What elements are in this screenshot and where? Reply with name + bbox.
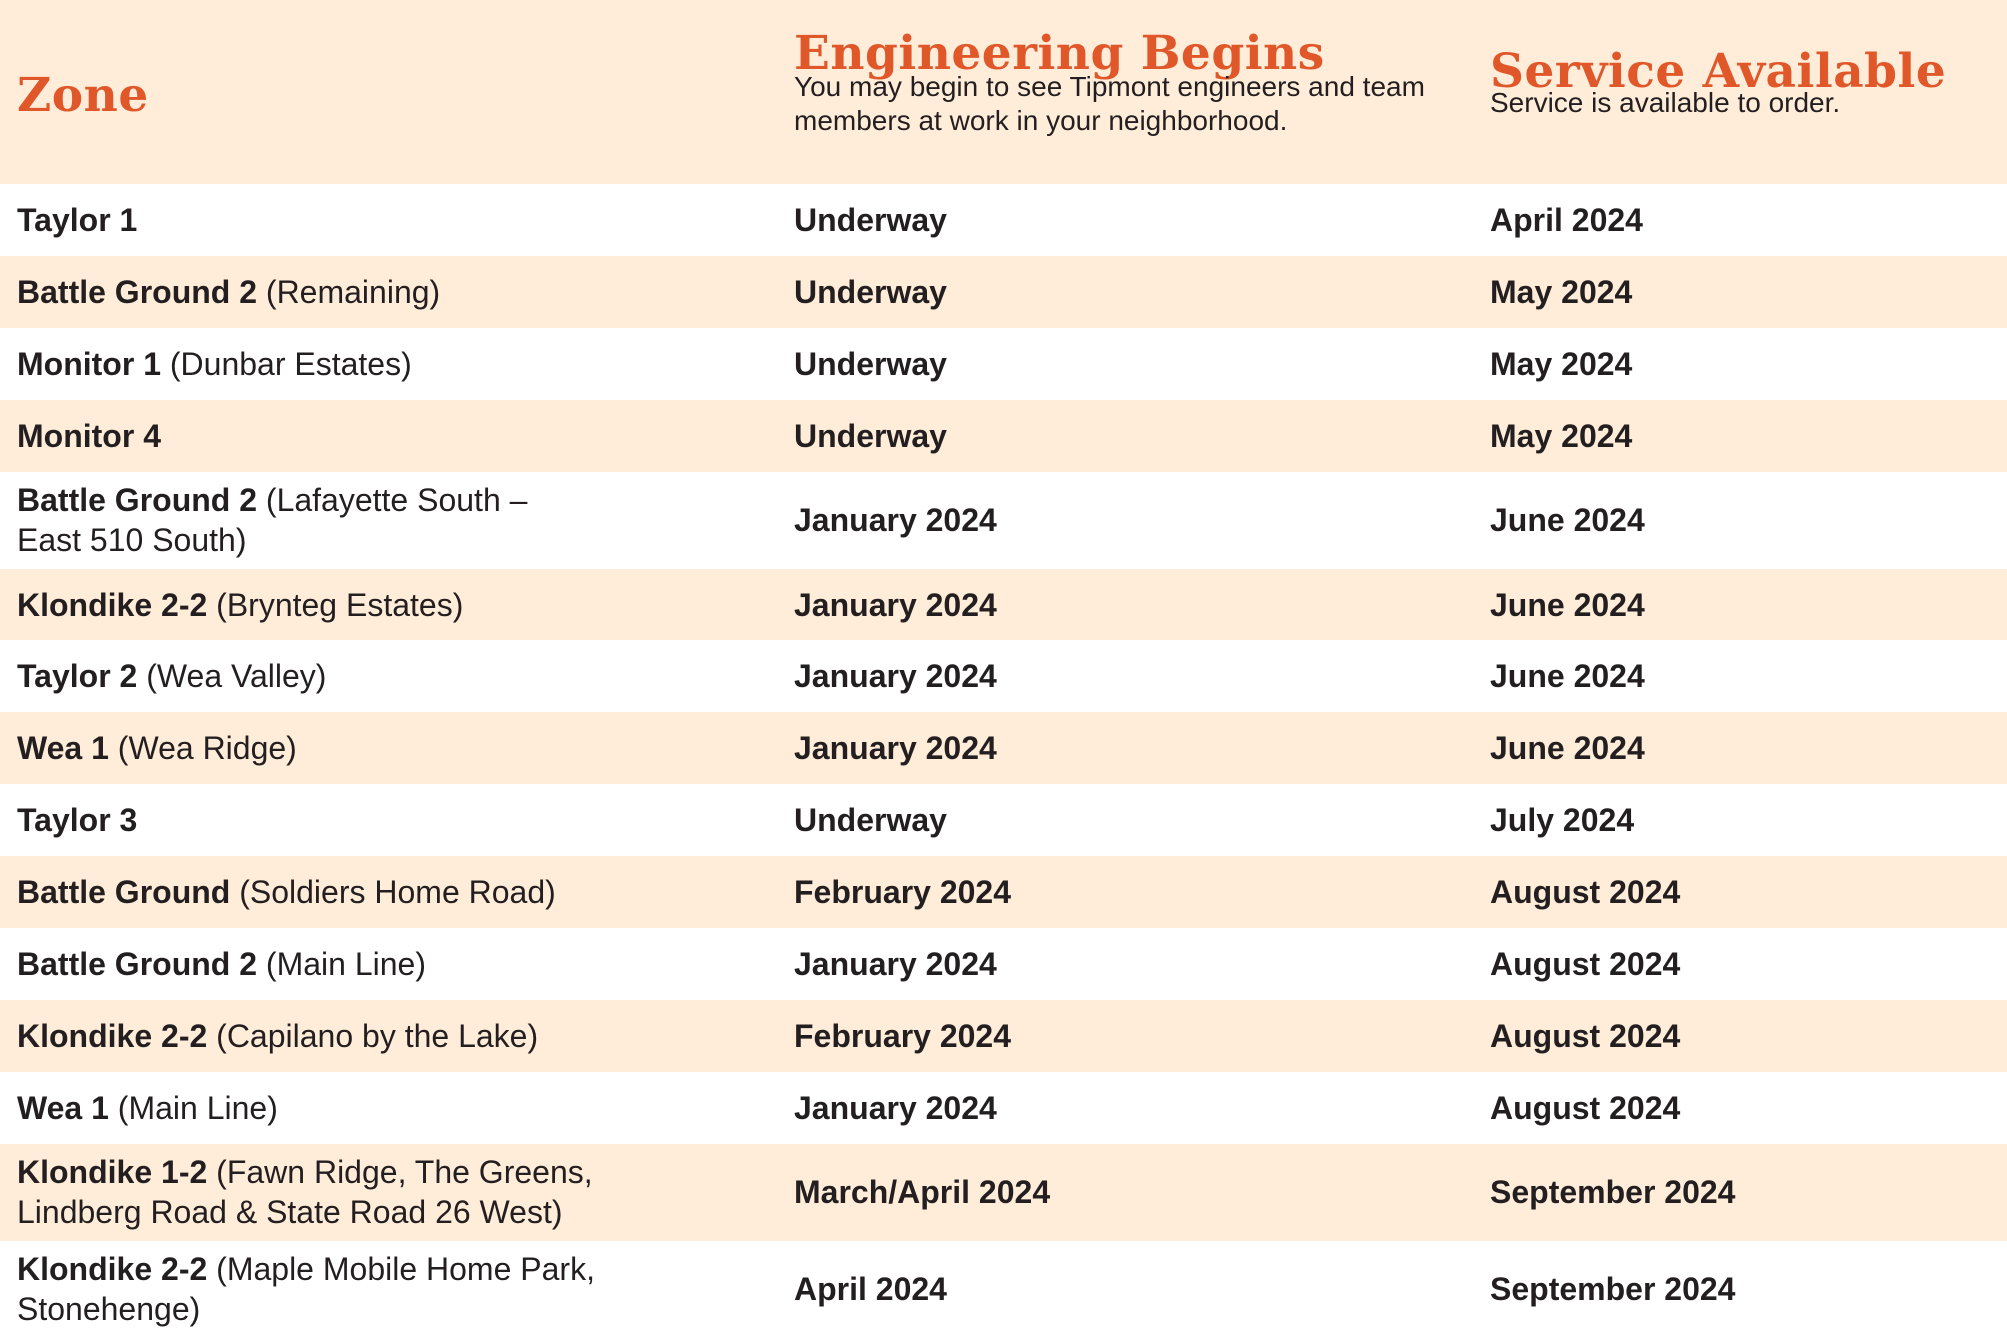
engineering-cell: January 2024	[794, 1089, 997, 1126]
zone-cell: Battle Ground 2 (Main Line)	[17, 928, 657, 1000]
zone-cell: Battle Ground (Soldiers Home Road)	[17, 856, 657, 928]
zone-cell: Taylor 3	[17, 784, 657, 856]
zone-detail: (Brynteg Estates)	[216, 586, 464, 623]
zone-name: Taylor 1	[17, 201, 138, 238]
service-cell: May 2024	[1490, 273, 1633, 310]
zone-cell: Klondike 2-2 (Maple Mobile Home Park, St…	[17, 1241, 657, 1338]
service-cell: September 2024	[1490, 1271, 1736, 1308]
table-row: Battle Ground 2 (Remaining) Underway May…	[0, 255, 2007, 328]
zone-name: Wea 1	[17, 1089, 109, 1126]
service-header-title: Service Available	[1490, 44, 1947, 99]
engineering-cell: March/April 2024	[794, 1174, 1051, 1211]
engineering-header-subtitle: You may begin to see Tipmont engineers a…	[794, 71, 1425, 136]
zone-cell: Monitor 4	[17, 400, 657, 472]
engineering-cell: January 2024	[794, 945, 997, 982]
table-row: Battle Ground 2 (Main Line) January 2024…	[0, 928, 2007, 1000]
zone-name: Battle Ground 2	[17, 482, 258, 519]
table-row: Taylor 3 Underway July 2024	[0, 784, 2007, 856]
engineering-cell: Underway	[794, 273, 947, 310]
zone-cell: Taylor 2 (Wea Valley)	[17, 640, 657, 712]
zone-cell: Klondike 2-2 (Capilano by the Lake)	[17, 1000, 657, 1072]
table-row: Taylor 1 Underway April 2024	[0, 184, 2007, 256]
table-row: Battle Ground (Soldiers Home Road) Febru…	[0, 856, 2007, 929]
service-cell: July 2024	[1490, 802, 1635, 839]
table-row: Wea 1 (Main Line) January 2024 August 20…	[0, 1072, 2007, 1144]
engineering-column-header: Engineering Begins You may begin to see …	[794, 0, 1454, 184]
engineering-header-title: Engineering Begins	[794, 26, 1325, 81]
service-cell: June 2024	[1490, 586, 1645, 623]
engineering-cell: Underway	[794, 345, 947, 382]
zone-name: Monitor 4	[17, 417, 161, 454]
zone-name: Klondike 2-2	[17, 1017, 208, 1054]
service-cell: June 2024	[1490, 730, 1645, 767]
table-row: Taylor 2 (Wea Valley) January 2024 June …	[0, 640, 2007, 712]
table-header: Zone Engineering Begins You may begin to…	[0, 0, 2007, 184]
service-cell: June 2024	[1490, 502, 1645, 539]
table-row: Battle Ground 2 (Lafayette South – East …	[0, 472, 2007, 569]
zone-name: Battle Ground 2	[17, 273, 258, 310]
zone-cell: Taylor 1	[17, 184, 657, 256]
table-row: Klondike 2-2 (Capilano by the Lake) Febr…	[0, 999, 2007, 1072]
zone-name: Klondike 2-2	[17, 1251, 208, 1288]
service-cell: May 2024	[1490, 417, 1633, 454]
engineering-cell: February 2024	[794, 1017, 1012, 1054]
zone-name: Wea 1	[17, 730, 109, 767]
zone-detail: (Fawn Ridge, The Greens, Lindberg Road &…	[17, 1154, 593, 1231]
zone-cell: Wea 1 (Wea Ridge)	[17, 712, 657, 784]
table-row: Klondike 2-2 (Brynteg Estates) January 2…	[0, 568, 2007, 641]
zone-name: Battle Ground	[17, 874, 231, 911]
service-cell: August 2024	[1490, 1089, 1681, 1126]
zone-cell: Klondike 2-2 (Brynteg Estates)	[17, 569, 657, 641]
table-row: Monitor 1 (Dunbar Estates) Underway May …	[0, 328, 2007, 400]
zone-cell: Battle Ground 2 (Lafayette South – East …	[17, 472, 577, 569]
zone-cell: Wea 1 (Main Line)	[17, 1072, 657, 1144]
engineering-cell: Underway	[794, 802, 947, 839]
zone-detail: (Main Line)	[265, 945, 426, 982]
engineering-cell: January 2024	[794, 502, 997, 539]
engineering-cell: April 2024	[794, 1271, 947, 1308]
engineering-cell: January 2024	[794, 586, 997, 623]
zone-header-title: Zone	[17, 68, 149, 123]
engineering-cell: Underway	[794, 201, 947, 238]
zone-detail: (Capilano by the Lake)	[216, 1017, 539, 1054]
zone-detail: (Remaining)	[265, 273, 441, 310]
engineering-cell: January 2024	[794, 658, 997, 695]
zone-detail: (Maple Mobile Home Park, Stonehenge)	[17, 1251, 595, 1328]
zone-detail: (Wea Ridge)	[117, 730, 297, 767]
service-cell: September 2024	[1490, 1174, 1736, 1211]
zone-detail: (Dunbar Estates)	[169, 345, 412, 382]
zone-detail: (Main Line)	[117, 1089, 278, 1126]
zone-cell: Klondike 1-2 (Fawn Ridge, The Greens, Li…	[17, 1144, 657, 1241]
zone-detail: (Wea Valley)	[146, 658, 327, 695]
service-header-subtitle: Service is available to order.	[1490, 87, 1841, 118]
table-row: Klondike 1-2 (Fawn Ridge, The Greens, Li…	[0, 1143, 2007, 1241]
engineering-cell: Underway	[794, 417, 947, 454]
zone-name: Monitor 1	[17, 345, 161, 382]
zone-name: Taylor 3	[17, 802, 138, 839]
service-cell: June 2024	[1490, 658, 1645, 695]
zone-name: Taylor 2	[17, 658, 138, 695]
zone-name: Klondike 2-2	[17, 586, 208, 623]
service-column-header: Service Available Service is available t…	[1490, 0, 1990, 184]
zone-name: Klondike 1-2	[17, 1154, 208, 1191]
service-cell: May 2024	[1490, 345, 1633, 382]
zone-detail: (Soldiers Home Road)	[239, 874, 556, 911]
service-cell: April 2024	[1490, 201, 1643, 238]
service-cell: August 2024	[1490, 1017, 1681, 1054]
engineering-cell: January 2024	[794, 730, 997, 767]
zone-detail: (Lafayette South – East 510 South)	[17, 482, 528, 559]
zone-cell: Monitor 1 (Dunbar Estates)	[17, 328, 657, 400]
service-cell: August 2024	[1490, 874, 1681, 911]
table-row: Monitor 4 Underway May 2024	[0, 399, 2007, 472]
zone-column-header: Zone	[17, 0, 757, 184]
service-cell: August 2024	[1490, 945, 1681, 982]
table-row: Wea 1 (Wea Ridge) January 2024 June 2024	[0, 712, 2007, 785]
engineering-cell: February 2024	[794, 874, 1012, 911]
zone-cell: Battle Ground 2 (Remaining)	[17, 256, 657, 328]
table-row: Klondike 2-2 (Maple Mobile Home Park, St…	[0, 1241, 2007, 1338]
zone-name: Battle Ground 2	[17, 945, 258, 982]
